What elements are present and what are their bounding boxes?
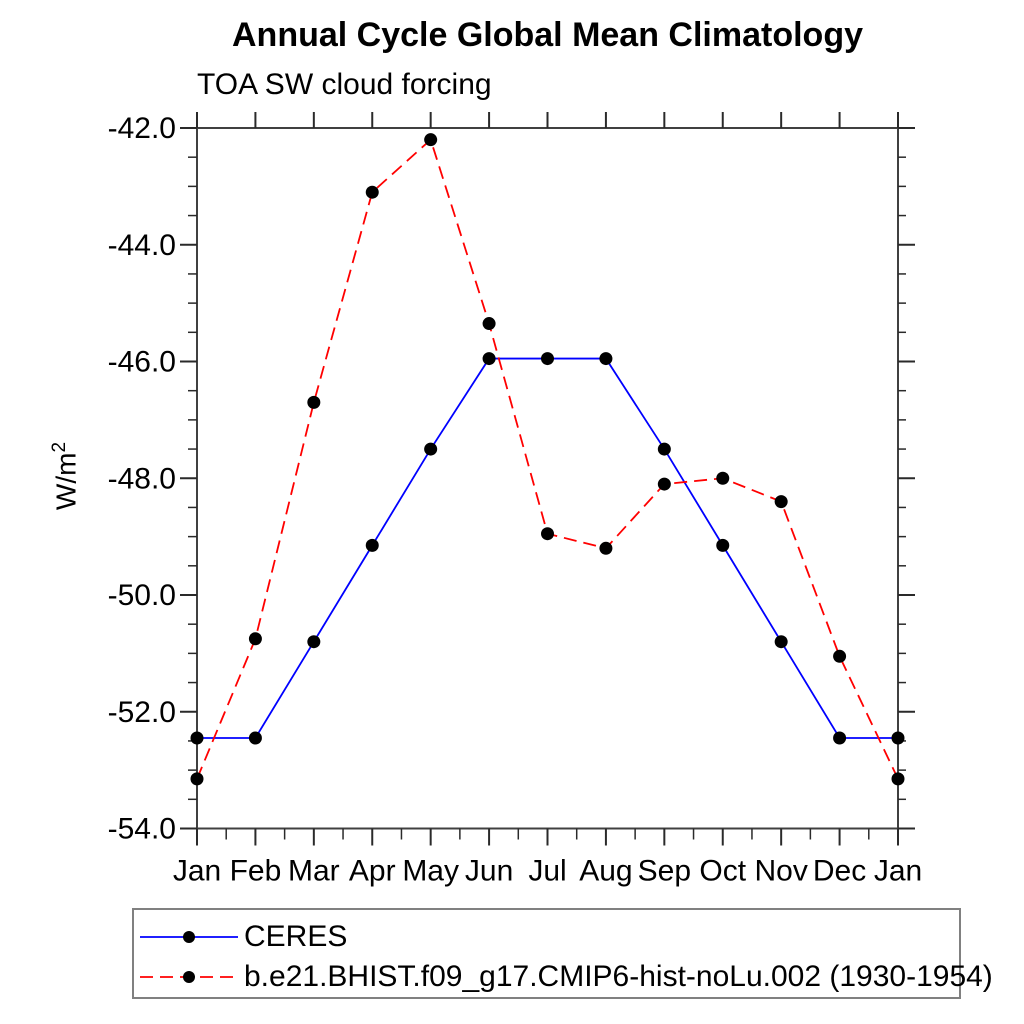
series-line-1 <box>196 138 899 780</box>
data-point-marker-0 <box>482 352 496 366</box>
x-tick-label: Dec <box>813 855 866 888</box>
data-point-marker-1 <box>307 395 321 409</box>
y-tick-label: -54.0 <box>108 813 176 846</box>
x-tick-label: Sep <box>638 855 691 888</box>
data-point-marker-1 <box>657 477 671 491</box>
series-line-0 <box>197 357 898 739</box>
legend-sample-model <box>140 971 238 983</box>
data-point-marker-1 <box>891 772 905 786</box>
data-point-marker-0 <box>891 731 905 745</box>
x-tick-label: Mar <box>288 855 340 888</box>
legend-box: CERES b.e21.BHIST.f09_g17.CMIP6-hist-noL… <box>132 908 993 999</box>
data-point-marker-0 <box>599 352 613 366</box>
data-point-marker-1 <box>248 632 262 646</box>
x-tick-label: Oct <box>699 855 746 888</box>
y-axis-title-exponent: 2 <box>49 441 70 453</box>
x-tick-label: Apr <box>349 855 396 888</box>
plot-frame <box>196 127 899 830</box>
data-point-marker-0 <box>716 538 730 552</box>
x-tick-label: Jan <box>874 855 922 888</box>
data-point-marker-0 <box>833 731 847 745</box>
y-tick-label: -42.0 <box>108 112 176 145</box>
legend-label-ceres: CERES <box>244 920 348 953</box>
data-point-marker-0 <box>657 442 671 456</box>
data-point-marker-1 <box>365 185 379 199</box>
x-tick-label: Aug <box>579 855 632 888</box>
x-tick-label: Jan <box>173 855 221 888</box>
data-point-marker-1 <box>482 317 496 331</box>
data-point-marker-0 <box>424 442 438 456</box>
data-point-marker-0 <box>774 635 788 649</box>
y-tick-label: -52.0 <box>108 696 176 729</box>
y-axis-title-base: W/m <box>50 452 82 511</box>
legend-item-ceres: CERES <box>134 917 959 957</box>
x-tick-label: Jul <box>528 855 566 888</box>
data-point-marker-0 <box>365 538 379 552</box>
chart-title: Annual Cycle Global Mean Climatology <box>232 16 863 54</box>
legend-marker-ceres <box>183 931 195 943</box>
y-tick-label: -44.0 <box>108 229 176 262</box>
x-tick-label: Feb <box>230 855 282 888</box>
x-tick-label: Nov <box>754 855 807 888</box>
y-axis-title: W/m2 <box>49 376 82 576</box>
data-point-marker-1 <box>599 541 613 555</box>
legend-item-model: b.e21.BHIST.f09_g17.CMIP6-hist-noLu.002 … <box>134 957 993 997</box>
data-point-marker-0 <box>190 731 204 745</box>
data-point-marker-1 <box>774 495 788 509</box>
legend-marker-model <box>183 971 195 983</box>
y-tick-label: -50.0 <box>108 579 176 612</box>
data-point-marker-1 <box>833 649 847 663</box>
legend-sample-ceres <box>140 931 238 943</box>
legend-label-model: b.e21.BHIST.f09_g17.CMIP6-hist-noLu.002 … <box>244 960 993 993</box>
data-point-marker-1 <box>424 133 438 147</box>
data-point-marker-1 <box>190 772 204 786</box>
data-point-marker-1 <box>541 527 554 541</box>
y-tick-label: -48.0 <box>108 462 176 495</box>
data-point-marker-0 <box>307 635 321 649</box>
x-tick-label: Jun <box>465 855 513 888</box>
chart-subtitle: TOA SW cloud forcing <box>197 68 492 101</box>
x-tick-label: May <box>402 855 459 888</box>
data-point-marker-0 <box>248 731 262 745</box>
y-tick-label: -46.0 <box>108 346 176 379</box>
data-point-marker-0 <box>541 352 554 366</box>
data-point-marker-1 <box>716 471 730 485</box>
